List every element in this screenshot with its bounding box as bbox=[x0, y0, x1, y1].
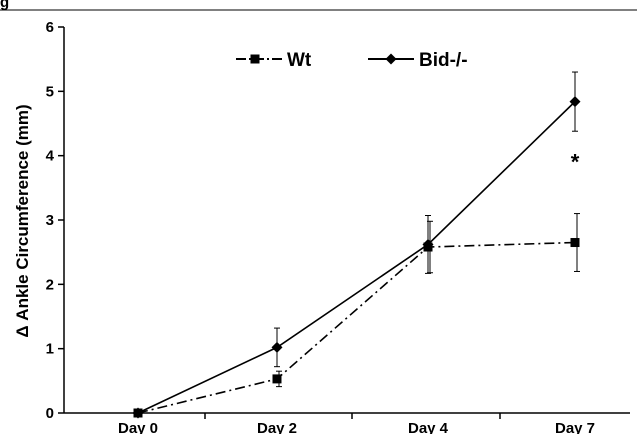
point-bid-2 bbox=[422, 238, 434, 250]
point-bid-0 bbox=[132, 407, 144, 419]
y-ticks: 0 1 2 3 4 5 6 bbox=[46, 19, 64, 422]
point-bid-3 bbox=[569, 96, 581, 108]
x-tick-label-3: Day 7 bbox=[555, 420, 595, 434]
annotations: * bbox=[571, 150, 580, 175]
y-axis-title: Δ Ankle Circumference (mm) bbox=[13, 104, 32, 337]
series-bid bbox=[132, 71, 581, 419]
y-tick-label-4: 4 bbox=[46, 148, 55, 165]
legend: Wt Bid-/- bbox=[236, 50, 468, 71]
legend-marker-bid bbox=[385, 53, 397, 65]
y-tick-label-6: 6 bbox=[46, 19, 54, 36]
header-fragment: g bbox=[0, 0, 9, 11]
legend-marker-wt bbox=[250, 54, 260, 64]
legend-label-bid: Bid-/- bbox=[419, 50, 468, 71]
y-tick-label-2: 2 bbox=[46, 276, 54, 293]
series-line-wt bbox=[137, 241, 576, 414]
point-wt-1 bbox=[272, 374, 282, 384]
series-layer bbox=[132, 71, 581, 419]
legend-label-wt: Wt bbox=[287, 50, 312, 71]
point-wt-3 bbox=[570, 238, 580, 248]
y-tick-label-1: 1 bbox=[46, 341, 54, 358]
y-tick-label-0: 0 bbox=[46, 405, 54, 422]
point-bid-1 bbox=[271, 341, 283, 353]
x-ticks: Day 0 Day 2 Day 4 Day 7 bbox=[118, 413, 595, 434]
x-tick-label-2: Day 4 bbox=[408, 420, 449, 434]
series-line-bid bbox=[137, 101, 576, 414]
y-tick-label-3: 3 bbox=[46, 212, 54, 229]
series-wt bbox=[133, 213, 580, 418]
x-tick-label-0: Day 0 bbox=[118, 420, 158, 434]
x-tick-label-1: Day 2 bbox=[257, 420, 297, 434]
y-tick-label-5: 5 bbox=[46, 83, 54, 100]
significance-marker-0: * bbox=[571, 150, 580, 175]
